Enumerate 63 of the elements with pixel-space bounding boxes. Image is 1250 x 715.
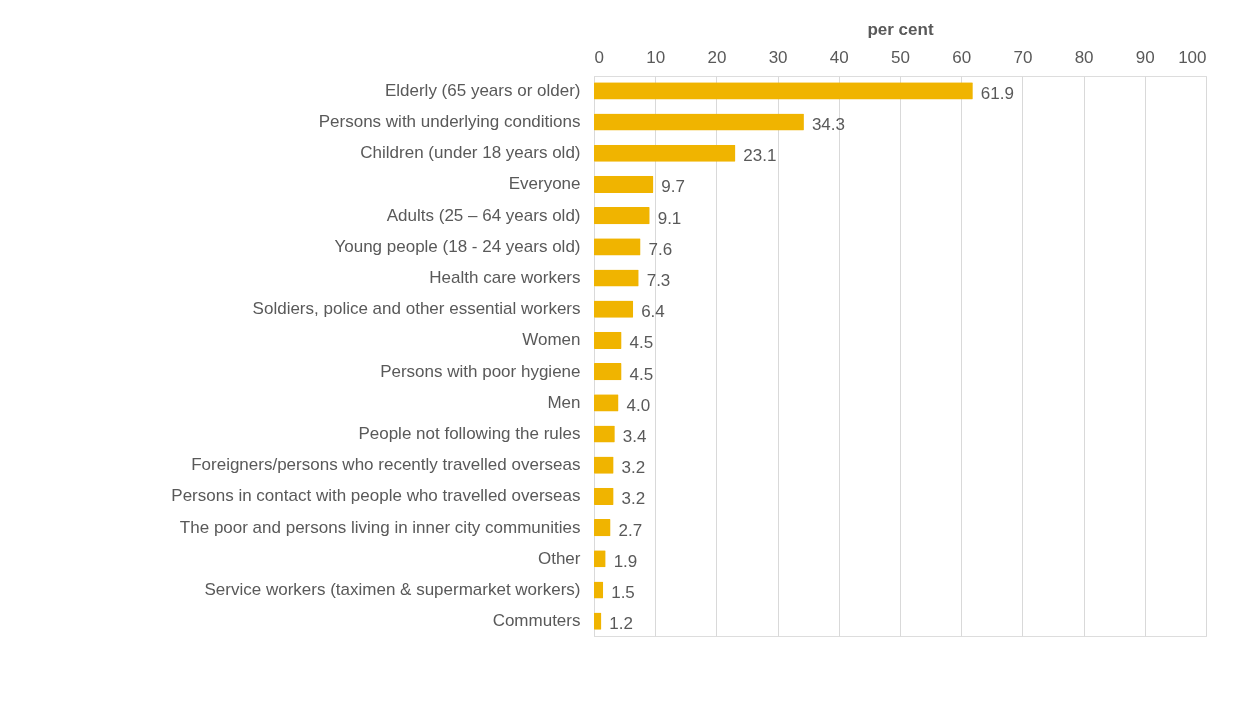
x-tick-label: 20 bbox=[707, 47, 727, 67]
data-label: 3.2 bbox=[621, 489, 646, 509]
data-label: 7.6 bbox=[648, 239, 673, 259]
bar bbox=[594, 487, 614, 505]
bar bbox=[594, 456, 614, 474]
x-tick-label: 100 bbox=[1178, 47, 1207, 67]
data-label: 7.3 bbox=[646, 271, 671, 291]
x-tick-label: 90 bbox=[1135, 47, 1155, 67]
y-tick-label: Adults (25 – 64 years old) bbox=[386, 205, 581, 225]
y-tick-label: Persons with underlying conditions bbox=[318, 112, 581, 132]
data-label: 34.3 bbox=[811, 115, 846, 135]
x-tick-label: 10 bbox=[646, 47, 666, 67]
bar bbox=[594, 113, 804, 131]
bar bbox=[594, 300, 634, 318]
bar bbox=[594, 519, 611, 537]
bar bbox=[594, 394, 619, 412]
x-tick-label: 0 bbox=[594, 47, 604, 67]
y-tick-label: Women bbox=[522, 330, 581, 350]
y-tick-label: Persons with poor hygiene bbox=[380, 361, 581, 381]
bar bbox=[594, 269, 639, 287]
data-label: 23.1 bbox=[743, 146, 777, 166]
y-tick-label: People not following the rules bbox=[358, 423, 581, 443]
y-tick-label: Soldiers, police and other essential workers bbox=[252, 299, 581, 319]
data-label: 2.7 bbox=[618, 520, 643, 540]
x-axis-title: per cent bbox=[867, 19, 934, 39]
data-label: 61.9 bbox=[980, 83, 1014, 103]
data-label: 4.5 bbox=[629, 364, 654, 384]
y-tick-label: Persons in contact with people who travelled overseas bbox=[171, 486, 581, 506]
y-tick-label: Other bbox=[537, 548, 581, 568]
bar bbox=[594, 238, 641, 256]
y-tick-label: Children (under 18 years old) bbox=[360, 143, 581, 163]
x-tick-label: 40 bbox=[829, 47, 849, 67]
data-label: 9.1 bbox=[657, 208, 682, 228]
bar bbox=[594, 207, 650, 225]
x-tick-label: 70 bbox=[1013, 47, 1033, 67]
x-tick-label: 60 bbox=[952, 47, 972, 67]
y-tick-label: Health care workers bbox=[429, 268, 581, 288]
y-tick-label: Commuters bbox=[492, 611, 581, 631]
y-tick-label: Everyone bbox=[508, 174, 581, 194]
y-tick-label: Men bbox=[547, 392, 581, 412]
y-tick-label: Elderly (65 years or older) bbox=[384, 80, 581, 100]
bar bbox=[594, 144, 736, 162]
y-tick-label: The poor and persons living in inner city communities bbox=[179, 517, 581, 537]
y-tick-label: Foreigners/persons who recently travelled overseas bbox=[191, 455, 581, 475]
data-label: 4.5 bbox=[629, 333, 654, 353]
y-tick-label: Service workers (taximen & supermarket workers) bbox=[204, 579, 581, 599]
x-tick-label: 30 bbox=[768, 47, 788, 67]
data-label: 9.7 bbox=[661, 177, 685, 197]
x-tick-label: 80 bbox=[1074, 47, 1094, 67]
bar bbox=[594, 581, 604, 599]
data-label: 1.5 bbox=[611, 582, 635, 602]
bar bbox=[594, 82, 973, 100]
bar bbox=[594, 363, 622, 381]
x-tick-label: 50 bbox=[891, 47, 910, 67]
data-label: 1.9 bbox=[613, 551, 638, 571]
bar bbox=[594, 175, 654, 193]
data-label: 1.2 bbox=[609, 614, 633, 634]
bar bbox=[594, 331, 622, 349]
y-tick-label: Young people (18 - 24 years old) bbox=[334, 236, 581, 256]
data-label: 3.4 bbox=[622, 426, 647, 446]
data-label: 6.4 bbox=[641, 302, 665, 322]
data-label: 3.2 bbox=[621, 458, 646, 478]
data-label: 4.0 bbox=[626, 395, 651, 415]
